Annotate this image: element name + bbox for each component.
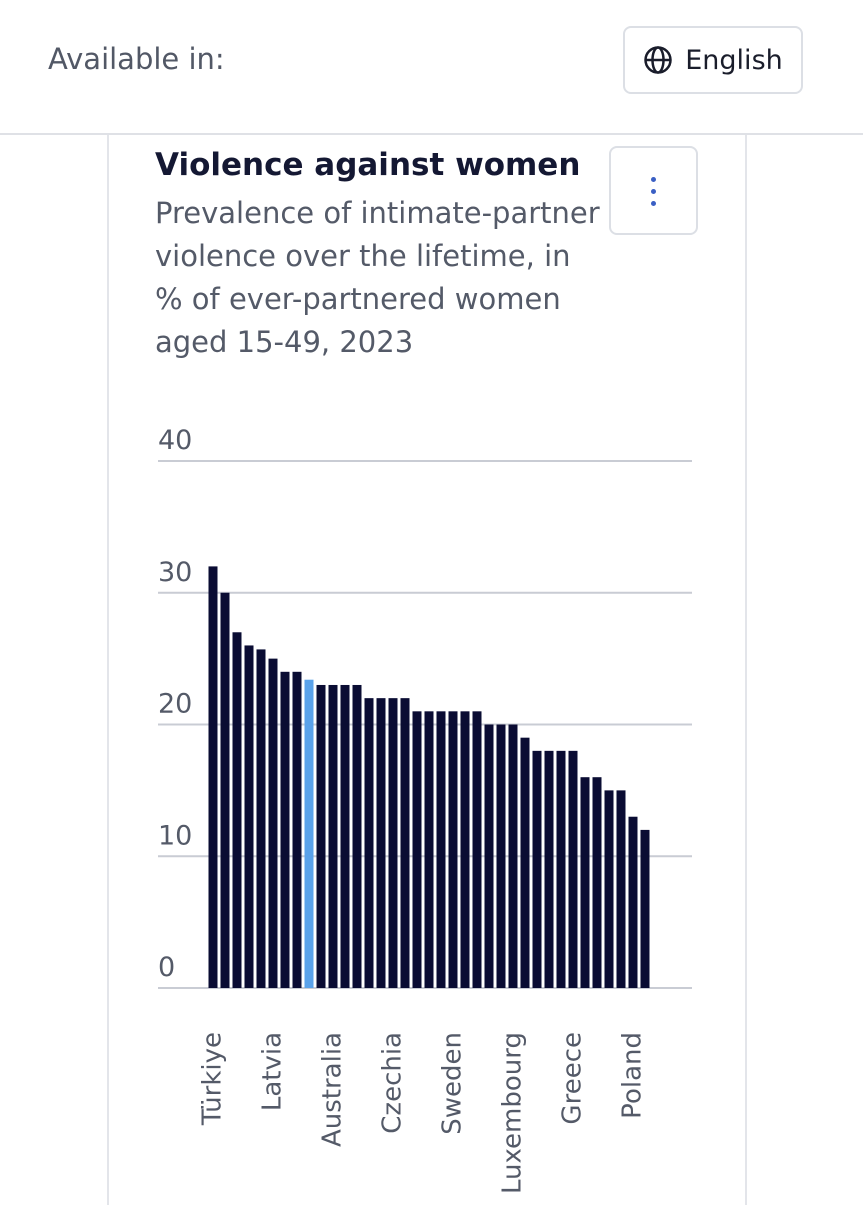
bar bbox=[280, 671, 290, 988]
bar bbox=[544, 750, 554, 988]
y-tick-label: 30 bbox=[158, 557, 192, 588]
bar bbox=[604, 790, 614, 988]
x-tick-label: Türkiye bbox=[198, 1032, 228, 1126]
menu-button[interactable] bbox=[609, 146, 698, 235]
bar bbox=[316, 684, 326, 988]
menu-dot bbox=[651, 189, 656, 194]
bar bbox=[448, 711, 458, 988]
x-tick-label: Poland bbox=[618, 1032, 648, 1119]
bar bbox=[328, 684, 338, 988]
bar bbox=[556, 750, 566, 988]
y-tick-label: 0 bbox=[158, 952, 175, 983]
language-label: English bbox=[685, 44, 783, 76]
bar bbox=[436, 711, 446, 988]
bar bbox=[412, 711, 422, 988]
bar bbox=[640, 829, 650, 988]
bar bbox=[244, 645, 254, 988]
bar bbox=[424, 711, 434, 988]
bar bbox=[592, 777, 602, 988]
x-tick-label: Greece bbox=[558, 1032, 588, 1125]
bar bbox=[268, 658, 278, 988]
language-bar: Available in: English bbox=[0, 0, 863, 135]
bar bbox=[508, 724, 518, 988]
y-tick-label: 10 bbox=[158, 820, 192, 851]
menu-dot bbox=[651, 201, 656, 206]
bar bbox=[292, 671, 302, 988]
x-tick-label: Czechia bbox=[378, 1032, 408, 1134]
x-tick-label: Luxembourg bbox=[498, 1032, 528, 1194]
bar bbox=[208, 566, 218, 988]
menu-dot bbox=[651, 177, 656, 182]
globe-icon bbox=[644, 46, 672, 74]
bar bbox=[388, 698, 398, 988]
bar bbox=[616, 790, 626, 988]
bar bbox=[232, 632, 242, 988]
bar bbox=[352, 684, 362, 988]
bar bbox=[220, 592, 230, 988]
bar bbox=[256, 649, 266, 988]
bar bbox=[568, 750, 578, 988]
bar bbox=[340, 684, 350, 988]
bar bbox=[376, 698, 386, 988]
bar bbox=[460, 711, 470, 988]
y-tick-label: 20 bbox=[158, 689, 192, 720]
x-tick-label: Latvia bbox=[258, 1032, 288, 1111]
y-tick-label: 40 bbox=[158, 425, 192, 456]
bar bbox=[472, 711, 482, 988]
bar bbox=[364, 698, 374, 988]
bar bbox=[400, 698, 410, 988]
chart-card bbox=[107, 135, 747, 1205]
bar bbox=[496, 724, 506, 988]
bar bbox=[580, 777, 590, 988]
bar bbox=[304, 679, 314, 988]
chart-title: Violence against women bbox=[155, 147, 581, 183]
x-tick-label: Australia bbox=[318, 1032, 348, 1147]
chart-subtitle: Prevalence of intimate-partner violence … bbox=[155, 196, 600, 359]
bar bbox=[532, 750, 542, 988]
bar bbox=[628, 816, 638, 988]
available-label: Available in: bbox=[48, 42, 225, 76]
x-tick-label: Sweden bbox=[438, 1032, 468, 1135]
language-button[interactable]: English bbox=[623, 26, 803, 94]
bar bbox=[484, 724, 494, 988]
bar bbox=[520, 737, 530, 988]
